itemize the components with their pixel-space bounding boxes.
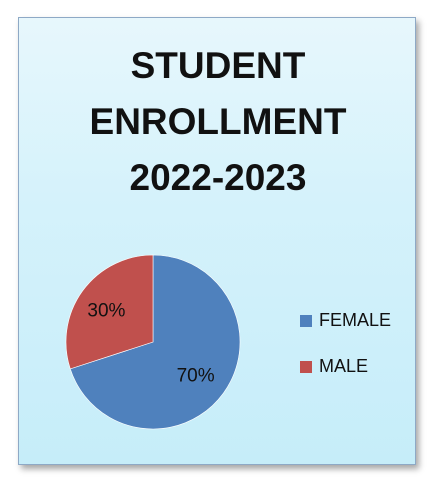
pie-slice-male — [65, 254, 154, 370]
data-label-female: 70% — [177, 366, 215, 387]
chart-title: STUDENT ENROLLMENT 2022-2023 — [19, 38, 417, 206]
pie-chart: 70% 30% FEMALE MALE — [65, 254, 391, 430]
legend-label-female: FEMALE — [319, 310, 391, 330]
legend-item-male: MALE — [300, 356, 368, 376]
legend-swatch-male — [300, 361, 312, 373]
legend-label-male: MALE — [319, 356, 368, 376]
chart-title-line-3: 2022-2023 — [129, 157, 307, 198]
chart-title-line-1: STUDENT — [130, 45, 306, 86]
data-label-male: 30% — [87, 300, 125, 321]
legend-item-female: FEMALE — [300, 310, 391, 330]
pie-slice-female — [69, 254, 241, 430]
legend-swatch-female — [300, 315, 312, 327]
chart-title-line-2: ENROLLMENT — [89, 101, 347, 142]
chart-card: STUDENT ENROLLMENT 2022-2023 70% 30% FEMAL… — [18, 17, 416, 465]
